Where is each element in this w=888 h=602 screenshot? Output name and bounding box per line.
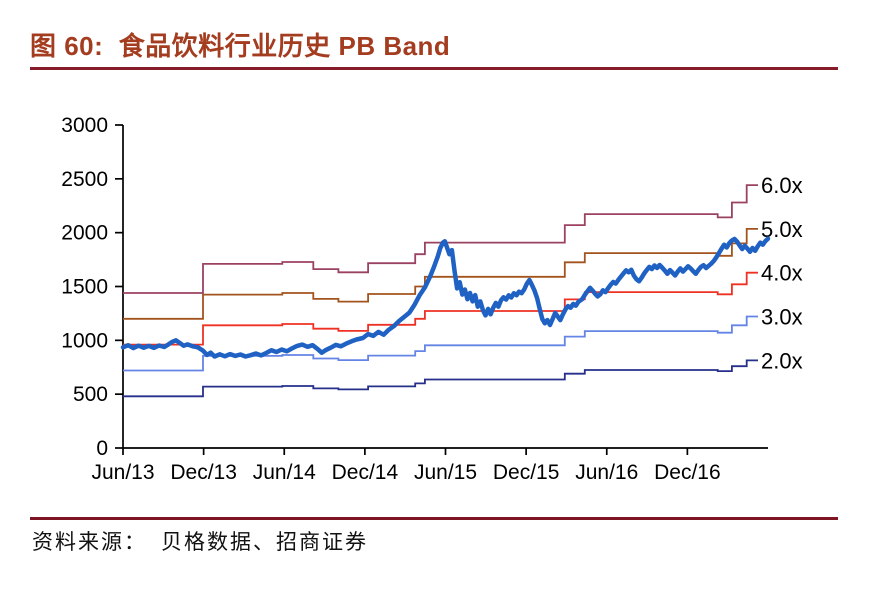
pb-band-line-5-0x [123, 228, 758, 320]
pb-band-line-4-0x [123, 271, 758, 346]
y-tick-label: 2000 [61, 222, 108, 245]
y-tick-label: 1500 [61, 276, 108, 299]
y-tick-label: 3000 [61, 114, 108, 137]
source-text: 贝格数据、招商证券 [161, 530, 368, 554]
pb-band-line-2-0x [123, 359, 758, 398]
band-label-4-0x: 4.0x [761, 261, 803, 286]
figure-title: 图 60: 食品饮料行业历史 PB Band [30, 31, 451, 61]
band-label-6-0x: 6.0x [761, 173, 803, 198]
price-line [120, 236, 771, 359]
x-tick-label: Dec/14 [332, 461, 399, 484]
source-label: 资料来源： [32, 530, 147, 554]
pb-band-line-3-0x [123, 315, 758, 372]
x-tick-label: Jun/16 [575, 461, 638, 484]
band-label-2-0x: 2.0x [761, 348, 803, 373]
x-tick-label: Jun/14 [253, 461, 316, 484]
source-divider [30, 517, 838, 520]
x-tick-label: Dec/13 [170, 461, 237, 484]
x-tick-label: Jun/15 [414, 461, 477, 484]
title-underline [30, 67, 838, 70]
source-line: 资料来源： 贝格数据、招商证券 [32, 526, 368, 556]
x-tick-label: Dec/15 [493, 461, 560, 484]
band-label-3-0x: 3.0x [761, 305, 803, 330]
x-tick-label: Dec/16 [654, 461, 721, 484]
axis-lines [122, 125, 768, 449]
y-tick-label: 2500 [61, 168, 108, 191]
pb-band-line-6-0x [123, 184, 758, 294]
y-tick-label: 0 [96, 437, 108, 460]
x-tick-label: Jun/13 [91, 461, 154, 484]
y-tick-label: 1000 [61, 329, 108, 352]
y-tick-label: 500 [73, 383, 108, 406]
